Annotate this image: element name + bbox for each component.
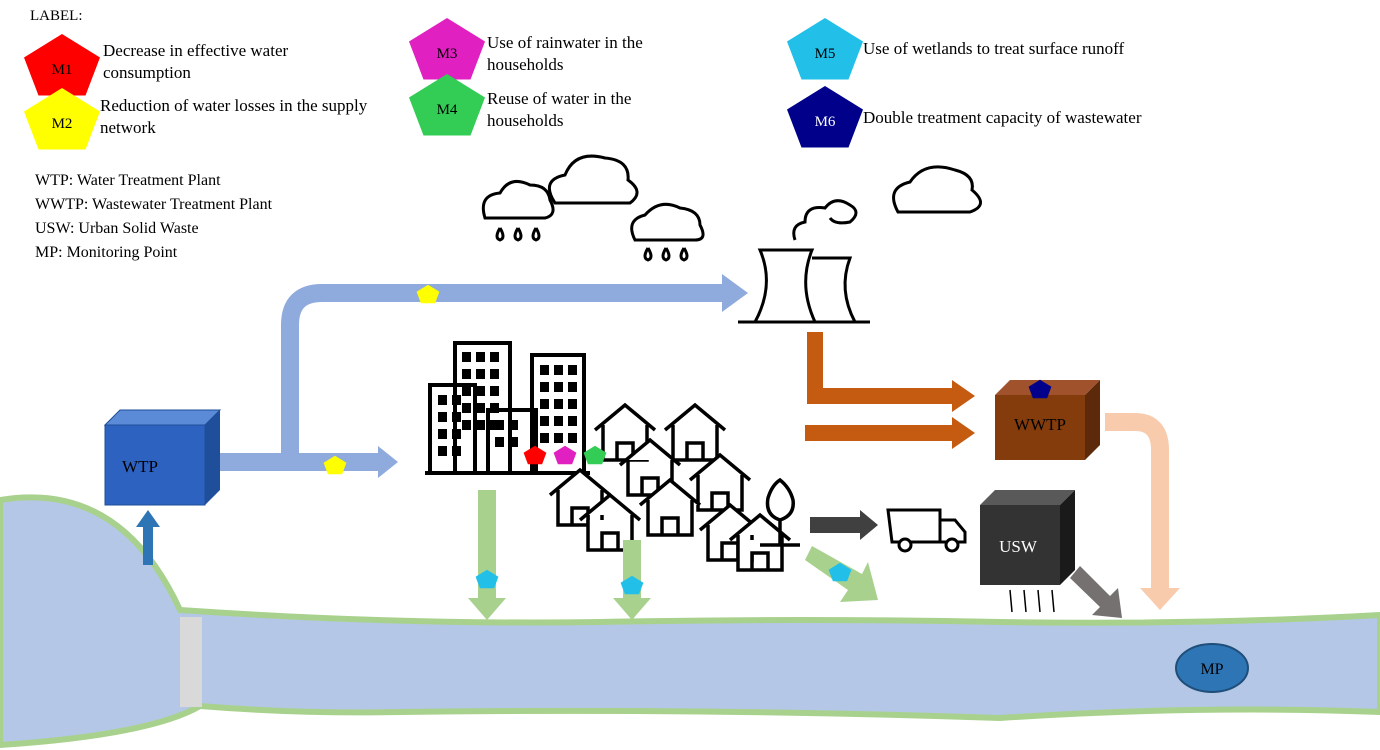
legend-text: Use of rainwater in the households [487, 32, 697, 76]
measure-marker [524, 446, 547, 465]
arrow-head [952, 380, 975, 412]
window [568, 416, 577, 426]
diagram: WTP WWTP [0, 0, 1380, 750]
seepage-arrows [1010, 590, 1054, 612]
window [438, 395, 447, 405]
window [462, 386, 471, 396]
window [495, 437, 504, 447]
window [452, 429, 461, 439]
legend-text: Double treatment capacity of wastewater [863, 107, 1263, 129]
house [690, 455, 750, 510]
cube-top [980, 490, 1075, 505]
window [438, 446, 447, 456]
wastewater-pipe [805, 332, 955, 433]
window [554, 416, 563, 426]
windows [438, 352, 577, 456]
truck [888, 510, 965, 551]
window [554, 382, 563, 392]
arrow-head [1140, 588, 1180, 610]
legend-text: Reduction of water losses in the supply … [100, 95, 380, 139]
arrow-head [860, 510, 878, 540]
cube-side [1060, 490, 1075, 585]
arrow-head [722, 274, 748, 312]
window [540, 416, 549, 426]
legend-text: Use of wetlands to treat surface runoff [863, 38, 1263, 60]
effluent-pipe [1105, 422, 1160, 590]
tree [760, 480, 800, 545]
window [438, 412, 447, 422]
window [490, 352, 499, 362]
window [452, 412, 461, 422]
marker-code: M5 [815, 46, 836, 62]
marker-code: M3 [437, 46, 458, 62]
measure-marker [554, 446, 577, 465]
window [462, 352, 471, 362]
window [540, 382, 549, 392]
window [476, 386, 485, 396]
house [640, 480, 700, 535]
window [462, 420, 471, 430]
window [438, 429, 447, 439]
legend-title: LABEL: [30, 5, 83, 27]
window [568, 382, 577, 392]
window [476, 369, 485, 379]
mp-label: MP [1200, 661, 1223, 678]
wwtp-label: WWTP [1014, 415, 1066, 434]
window [554, 433, 563, 443]
window [490, 386, 499, 396]
abbreviation: USW: Urban Solid Waste [35, 218, 199, 240]
window [490, 403, 499, 413]
dam [180, 617, 202, 707]
window [476, 420, 485, 430]
abbreviation: MP: Monitoring Point [35, 242, 177, 264]
window [554, 399, 563, 409]
usw-label: USW [999, 537, 1038, 556]
abbreviation: WWTP: Wastewater Treatment Plant [35, 194, 272, 216]
marker-code: M4 [437, 102, 458, 118]
window [462, 403, 471, 413]
window [495, 420, 504, 430]
clouds [483, 156, 980, 260]
window [568, 365, 577, 375]
window [554, 365, 563, 375]
window [509, 437, 518, 447]
abbreviation: WTP: Water Treatment Plant [35, 170, 221, 192]
window [476, 352, 485, 362]
cube-side [205, 410, 220, 505]
window [462, 369, 471, 379]
marker-code: M1 [52, 62, 73, 78]
window [540, 365, 549, 375]
window [509, 420, 518, 430]
window [568, 399, 577, 409]
window [540, 433, 549, 443]
houses [550, 405, 800, 570]
window [452, 446, 461, 456]
marker-code: M2 [52, 116, 73, 132]
marker-code: M6 [815, 114, 836, 130]
window [540, 399, 549, 409]
wtp-label: WTP [122, 457, 158, 476]
window [452, 395, 461, 405]
legend-text: Reuse of water in the households [487, 88, 687, 132]
leachate-arrow [1070, 566, 1122, 618]
legend-text: Decrease in effective water consumption [103, 40, 353, 84]
house [665, 405, 725, 460]
arrow-head [952, 417, 975, 449]
house [550, 470, 610, 525]
window [476, 403, 485, 413]
arrow-head [378, 446, 398, 478]
cube-top [105, 410, 220, 425]
arrow-head [136, 510, 160, 527]
power-plant [738, 201, 870, 322]
window [490, 369, 499, 379]
window [568, 433, 577, 443]
